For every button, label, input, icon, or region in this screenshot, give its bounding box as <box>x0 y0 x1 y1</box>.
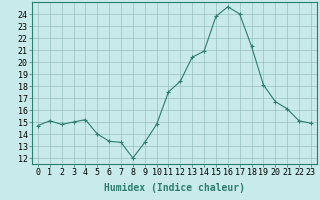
X-axis label: Humidex (Indice chaleur): Humidex (Indice chaleur) <box>104 183 245 193</box>
